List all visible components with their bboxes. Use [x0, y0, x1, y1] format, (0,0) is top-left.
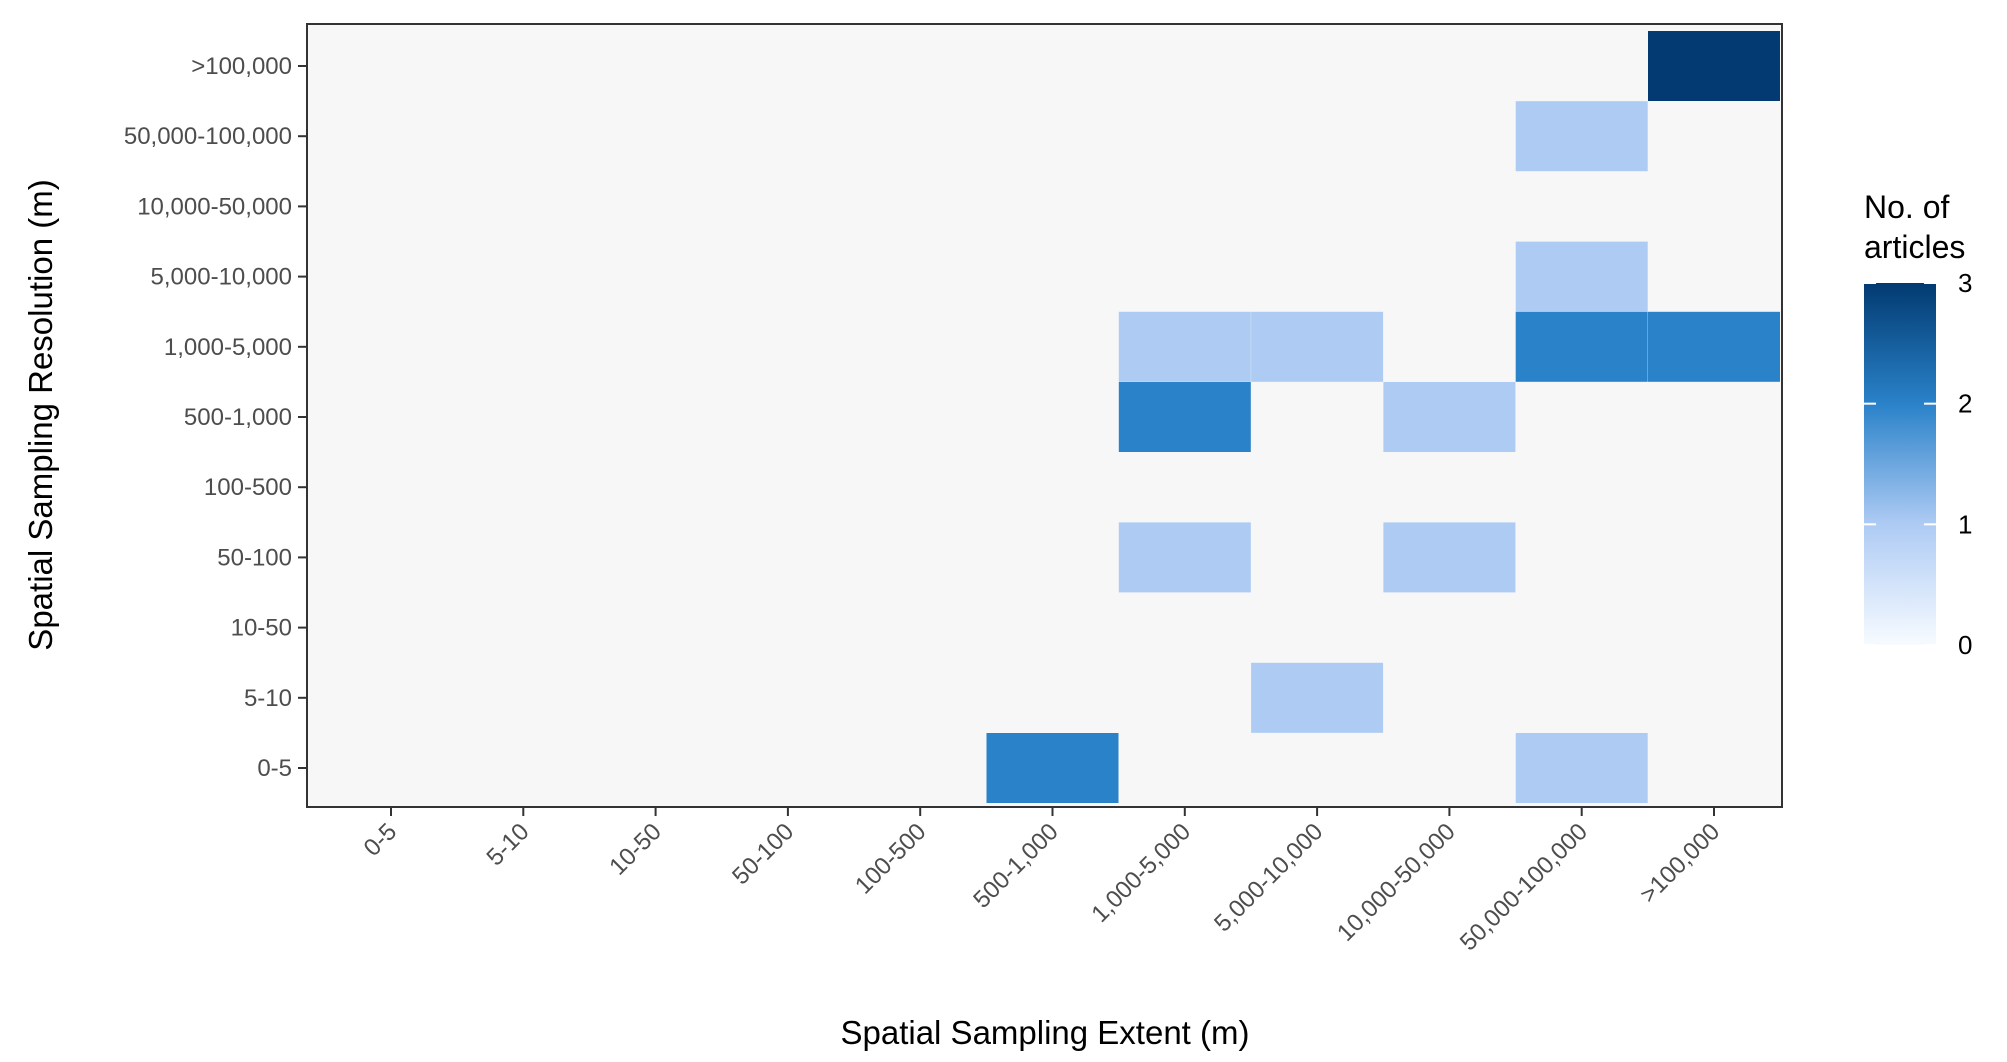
x-axis: 0-5 5-10 10-50 50-100 100-500 500-1,000 1,000-…: [359, 807, 1725, 956]
y-tick-label-gt-100000: >100,000: [191, 53, 292, 80]
legend-title-line-2: articles: [1864, 229, 1965, 265]
heatmap-cell-x-gt-100000-y-gt-100000: [1648, 31, 1780, 101]
heatmap-cell-x-50000-100000-y-50000-100000: [1515, 101, 1648, 172]
y-tick-label-5-10: 5-10: [244, 685, 292, 712]
y-axis: 0-5 5-10 10-50 50-100 100-500 500-1,000 1,000-…: [124, 53, 307, 782]
panel-border: [306, 23, 1783, 808]
heatmap-cell-x-5000-10000-y-5-10: [1251, 662, 1384, 733]
plot-panel: [306, 23, 1783, 808]
y-tick-label-1000-5000: 1,000-5,000: [164, 334, 292, 361]
heatmap-cell-x-10000-50000-y-50-100: [1383, 522, 1516, 593]
legend-colorbar: [1864, 283, 1936, 645]
heatmap-cell-x-50000-100000-y-1000-5000: [1515, 311, 1648, 382]
heatmap-cell-x-50000-100000-y-5000-10000: [1515, 241, 1648, 312]
legend-tick-label-1: 1: [1958, 509, 1972, 539]
x-tick-label-50000-100000: 50,000-100,000: [1455, 818, 1593, 956]
y-axis-title: Spatial Sampling Resolution (m): [22, 179, 59, 650]
x-tick-label-5-10: 5-10: [481, 818, 534, 871]
y-tick-label-100-500: 100-500: [204, 474, 292, 501]
y-tick-label-500-1000: 500-1,000: [184, 404, 292, 431]
legend: No. of articles 0 1 2 3: [1864, 189, 1972, 660]
x-tick-label-gt-100000: >100,000: [1635, 818, 1725, 908]
heatmap-cell-x-gt-100000-y-1000-5000: [1648, 311, 1780, 382]
x-tick-label-100-500: 100-500: [850, 818, 931, 899]
legend-tick-label-2: 2: [1958, 389, 1972, 419]
x-axis-title: Spatial Sampling Extent (m): [840, 1014, 1249, 1051]
y-tick-label-5000-10000: 5,000-10,000: [151, 264, 292, 291]
heatmap-cell-x-50000-100000-y-0-5: [1515, 733, 1648, 803]
heatmap-cell-x-500-1000-y-0-5: [986, 733, 1119, 803]
x-tick-label-500-1000: 500-1,000: [968, 818, 1064, 914]
y-tick-label-0-5: 0-5: [257, 755, 292, 782]
legend-tick-label-0: 0: [1958, 630, 1972, 660]
heatmap-cell-x-1000-5000-y-500-1000: [1118, 382, 1251, 452]
x-tick-label-10000-50000: 10,000-50,000: [1332, 818, 1461, 947]
x-tick-label-1000-5000: 1,000-5,000: [1086, 818, 1196, 928]
heatmap-cell-x-1000-5000-y-1000-5000: [1118, 311, 1251, 382]
y-tick-label-10-50: 10-50: [231, 615, 292, 642]
y-tick-label-50000-100000: 50,000-100,000: [124, 123, 292, 150]
x-tick-label-50-100: 50-100: [727, 818, 799, 890]
legend-title-line-1: No. of: [1864, 189, 1949, 225]
x-tick-label-10-50: 10-50: [604, 818, 667, 881]
x-tick-label-5000-10000: 5,000-10,000: [1209, 818, 1328, 937]
heatmap-cell-x-1000-5000-y-50-100: [1118, 522, 1251, 593]
x-tick-label-0-5: 0-5: [359, 818, 403, 862]
y-tick-label-50-100: 50-100: [217, 544, 292, 571]
legend-tick-label-3: 3: [1958, 268, 1972, 298]
heatmap-cells: [986, 31, 1780, 803]
y-tick-label-10000-50000: 10,000-50,000: [137, 193, 292, 220]
heatmap-cell-x-5000-10000-y-1000-5000: [1251, 311, 1384, 382]
legend-ticks: 0 1 2 3: [1864, 268, 1972, 660]
heatmap-cell-x-10000-50000-y-500-1000: [1383, 382, 1516, 452]
